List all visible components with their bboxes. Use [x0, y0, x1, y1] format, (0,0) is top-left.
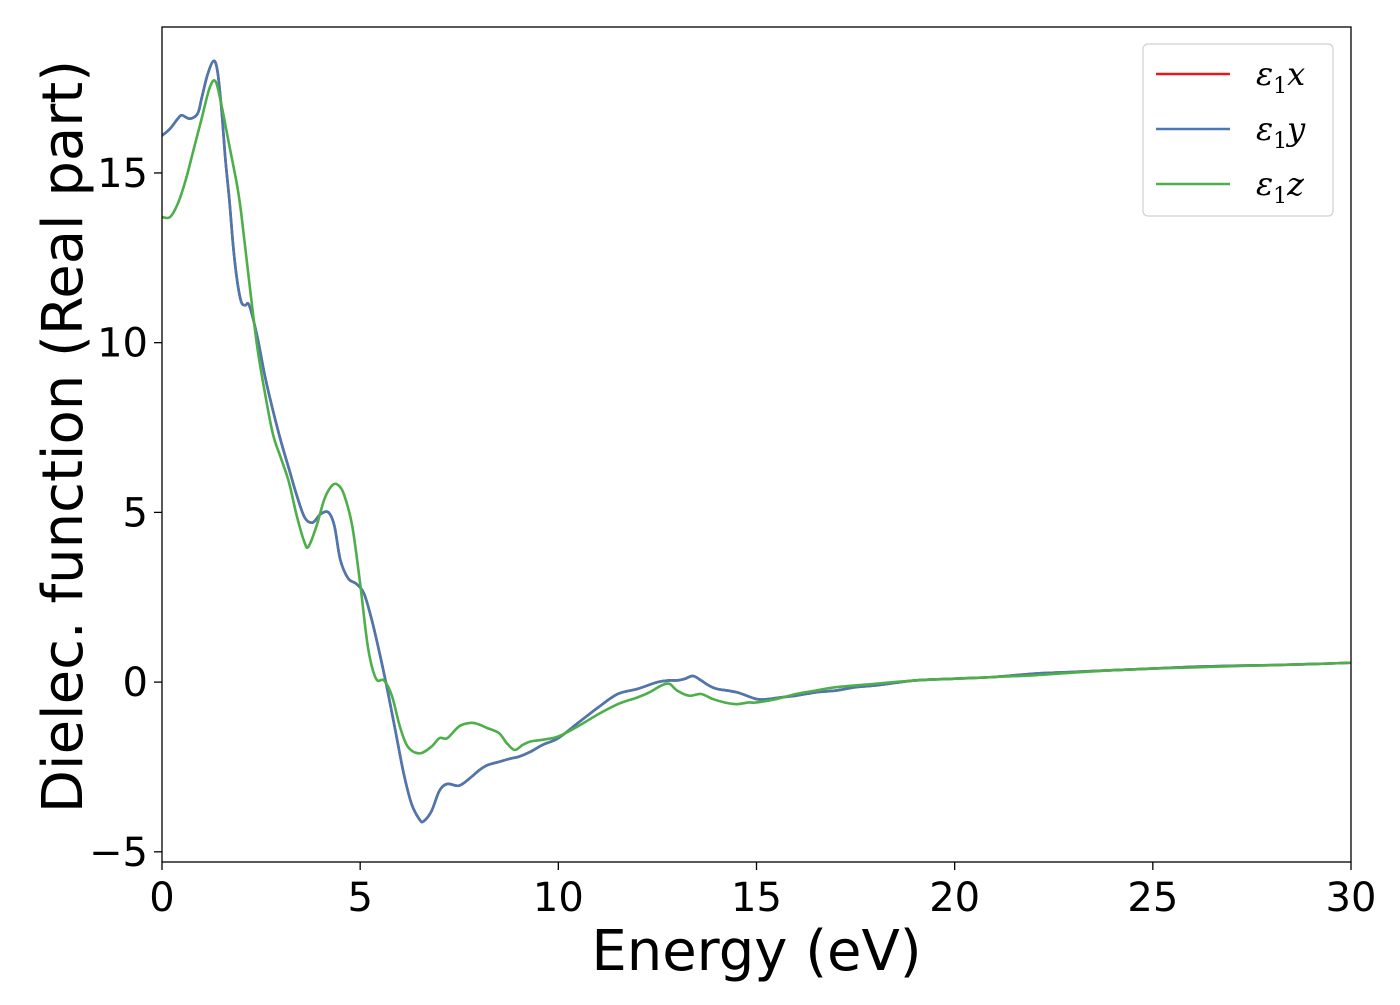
legend-label-x: ε1x	[1256, 55, 1305, 99]
x-tick-label: 5	[347, 875, 372, 921]
legend: ε1x ε1y ε1z	[1142, 43, 1334, 217]
x-tick-label: 10	[533, 875, 584, 921]
y-tick-label: 5	[123, 490, 148, 536]
legend-label-z: ε1z	[1256, 165, 1305, 209]
series-line-y	[162, 59, 1351, 824]
series-layer	[162, 59, 1351, 824]
x-tick-label: 0	[149, 875, 174, 921]
y-tick-label: −5	[89, 830, 148, 876]
x-tick-label: 30	[1326, 875, 1377, 921]
y-axis: −5 0 5 10 15	[89, 151, 162, 876]
x-tick-label: 25	[1127, 875, 1178, 921]
y-axis-title: Dielec. function (Real part)	[31, 60, 96, 813]
x-tick-label: 20	[929, 875, 980, 921]
y-tick-label: 15	[97, 151, 148, 197]
y-tick-label: 0	[123, 660, 148, 706]
x-tick-label: 15	[731, 875, 782, 921]
series-line-z	[162, 79, 1351, 755]
legend-box	[1142, 43, 1334, 217]
legend-label-y: ε1y	[1256, 110, 1306, 154]
y-tick-label: 10	[97, 321, 148, 367]
x-axis-title: Energy (eV)	[591, 919, 921, 984]
x-axis: 0 5 10 15 20 25 30	[149, 862, 1376, 921]
